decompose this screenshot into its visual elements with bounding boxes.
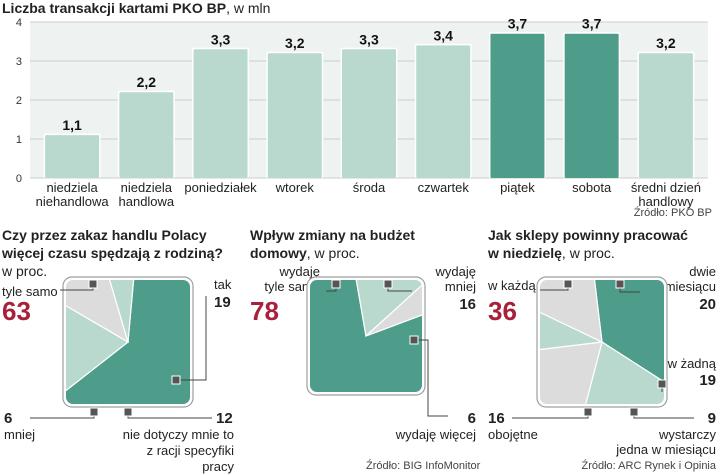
- panel1-mniej-label: mniej: [4, 427, 36, 442]
- leader-line: [540, 284, 569, 291]
- bar-value-label: 3,7: [508, 16, 528, 32]
- bar-value-label: 3,3: [211, 31, 231, 47]
- category-label: sobota: [572, 180, 612, 195]
- panel3-jedna-value: 9: [707, 410, 716, 427]
- bar: [45, 135, 100, 178]
- panel3-jedna-label: wystarczy jedna w miesiącu: [616, 427, 716, 457]
- bar-value-label: 3,4: [433, 27, 453, 43]
- panel3-zadna-value: 19: [699, 372, 716, 389]
- source-right: Źródło: ARC Rynek i Opinia: [581, 460, 717, 472]
- bar-group: 3,2 wtorek: [266, 35, 324, 195]
- category-label: niedziela: [121, 180, 173, 195]
- pie-frame: [62, 276, 194, 408]
- bar-chart-source: Źródło: PKO BP: [633, 207, 712, 219]
- bar-group: 3,3 środa: [340, 31, 398, 195]
- leader-marker: [409, 335, 419, 345]
- category-label: handlowa: [119, 194, 175, 209]
- y-tick-label: 2: [16, 95, 22, 107]
- category-label: poniedziałek: [184, 180, 257, 195]
- leader-line: [127, 412, 212, 419]
- panel3-oboj-value: 16: [488, 410, 505, 427]
- bar-chart: 012341,1niedzielaniehandlowa2,2niedziela…: [16, 16, 708, 209]
- bar: [342, 49, 396, 178]
- panel3-dwie-value: 20: [699, 296, 716, 313]
- y-tick-label: 3: [16, 56, 22, 68]
- bar-value-label: 3,2: [285, 35, 305, 51]
- bar: [564, 33, 619, 179]
- bar: [416, 45, 471, 179]
- leader-line: [60, 284, 94, 291]
- panel1-tak-label: tak: [214, 277, 232, 292]
- bar-group: 3,3 poniedziałek: [184, 31, 257, 195]
- leader-marker: [123, 407, 133, 417]
- panel2-wiecej-label: wydaję więcej: [395, 427, 476, 442]
- bar: [193, 49, 248, 178]
- category-label: średni dzień: [631, 180, 701, 195]
- panel1-nie-value: 12: [216, 410, 233, 427]
- panel1-tak-value: 19: [214, 294, 231, 311]
- panel2-samo-label: wydaję tyle samo: [264, 264, 320, 294]
- category-label: handlowy: [638, 194, 693, 209]
- category-label: czwartek: [418, 180, 470, 195]
- panel3-title: Jak sklepy powinny pracować w niedzielę,…: [488, 227, 688, 261]
- category-label: piątek: [500, 180, 535, 195]
- panel1-tyle-label: tyle samo: [2, 284, 58, 299]
- leader-line: [512, 412, 589, 419]
- panel2-samo-value: 78: [250, 296, 279, 326]
- panel3-oboj-label: obojętne: [488, 427, 538, 442]
- panel3-zadna-label: w żadną: [667, 356, 716, 371]
- panel2-wiecej-value: 6: [467, 410, 476, 427]
- category-label: środa: [353, 180, 386, 195]
- leader-line: [414, 339, 448, 417]
- y-tick-label: 4: [16, 17, 22, 29]
- leader-marker: [89, 407, 99, 417]
- bar-group: 3,7 piątek: [488, 16, 546, 195]
- pie-frame: [306, 276, 426, 396]
- bar-value-label: 1,1: [62, 117, 82, 133]
- panel3-dwie-label: dwie w miesiącu: [651, 264, 716, 294]
- category-label: wtorek: [275, 180, 315, 195]
- leader-line: [30, 412, 95, 419]
- pie-slice: [540, 341, 603, 404]
- bar-group: 3,7 sobota: [563, 16, 621, 195]
- leader-marker: [583, 407, 593, 417]
- leader-line: [176, 296, 207, 381]
- bar: [490, 33, 545, 179]
- panel2-title: Wpływ zmiany na budżet domowy, w proc.: [250, 227, 415, 261]
- y-tick-label: 0: [16, 173, 22, 185]
- leader-marker: [171, 375, 181, 385]
- panel1-mniej-value: 6: [4, 410, 13, 427]
- panel2-mniej-value: 16: [459, 296, 476, 313]
- panel1-nie-label: nie dotyczy mnie to z racji specyfiki pra…: [122, 427, 234, 474]
- panel3-kazda-value: 36: [488, 296, 517, 326]
- bar-value-label: 3,2: [656, 35, 676, 51]
- bar-value-label: 3,7: [582, 16, 602, 32]
- source-left: Źródło: BIG InfoMonitor: [366, 460, 481, 472]
- bar: [119, 92, 174, 178]
- y-tick-label: 1: [16, 134, 22, 146]
- leader-marker: [563, 279, 573, 289]
- leader-line: [387, 284, 412, 292]
- leader-line: [326, 284, 337, 292]
- bar-chart-title: Liczba transakcji kartami PKO BP, w mln: [2, 0, 271, 16]
- panel3-kazda-label: w każdą: [488, 278, 536, 293]
- bar-value-label: 3,3: [359, 31, 379, 47]
- bar-group: 3,4 czwartek: [414, 27, 472, 195]
- leader-marker: [88, 279, 98, 289]
- panel2-mniej-label: wydaję mniej: [435, 264, 476, 294]
- category-label: niedziela: [46, 180, 98, 195]
- leader-marker: [383, 279, 393, 289]
- panel1-tyle-value: 63: [2, 296, 31, 326]
- leader-marker: [331, 279, 341, 289]
- category-label: niehandlowa: [36, 194, 110, 209]
- bar: [638, 53, 693, 179]
- bar: [267, 53, 322, 179]
- panel1-title: Czy przez zakaz handlu Polacy więcej cza…: [2, 227, 223, 279]
- bar-value-label: 2,2: [137, 74, 157, 90]
